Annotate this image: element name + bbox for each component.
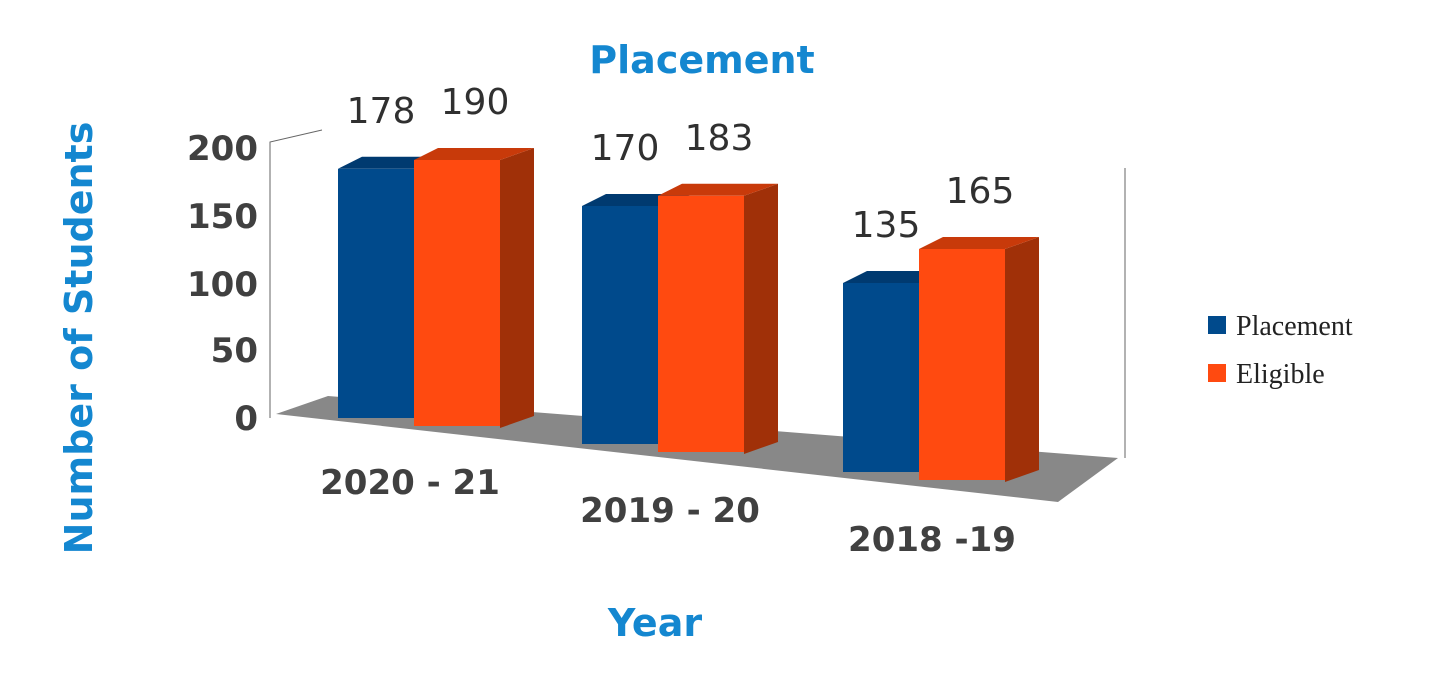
bar-front-face bbox=[658, 195, 744, 453]
data-label: 135 bbox=[852, 205, 921, 246]
x-tick-label: 2020 - 21 bbox=[320, 463, 500, 503]
bar-eligible-3 bbox=[919, 237, 1039, 482]
y-tick-label: 50 bbox=[211, 331, 258, 371]
legend-swatch-eligible bbox=[1208, 364, 1226, 382]
legend-swatch-placement bbox=[1208, 316, 1226, 334]
bars bbox=[338, 148, 1039, 482]
bar-side-face bbox=[500, 148, 534, 428]
data-label: 165 bbox=[946, 171, 1015, 212]
bar-front-face bbox=[338, 168, 416, 418]
x-tick-label: 2018 -19 bbox=[848, 520, 1016, 560]
bar-top-face bbox=[658, 183, 778, 196]
bar-front-face bbox=[843, 283, 921, 472]
legend: Placement Eligible bbox=[1208, 311, 1353, 390]
bar-front-face bbox=[582, 206, 660, 444]
y-tick-label: 100 bbox=[187, 265, 258, 305]
y-tick-label: 0 bbox=[234, 399, 258, 439]
bar-placement-3 bbox=[843, 271, 955, 472]
data-label: 190 bbox=[441, 82, 510, 123]
data-label: 170 bbox=[591, 128, 660, 169]
bar-side-face bbox=[744, 183, 778, 455]
bar-eligible-2 bbox=[658, 183, 778, 455]
bar-side-face bbox=[1005, 237, 1039, 482]
x-axis-title: Year bbox=[607, 601, 702, 645]
data-labels: 178 190 170 183 135 165 bbox=[347, 82, 1015, 246]
bar-front-face bbox=[919, 249, 1005, 480]
y-tick-label: 200 bbox=[187, 129, 258, 169]
bar-eligible-1 bbox=[414, 148, 534, 428]
bar-top-face bbox=[919, 237, 1039, 249]
y-tick-label: 150 bbox=[187, 197, 258, 237]
y-axis-title: Number of Students bbox=[57, 122, 101, 555]
bar-top-face bbox=[414, 148, 534, 160]
data-label: 183 bbox=[685, 118, 754, 159]
legend-label-placement: Placement bbox=[1236, 311, 1353, 342]
chart-title: Placement bbox=[589, 38, 814, 82]
back-wall-left bbox=[269, 129, 323, 418]
legend-label-eligible: Eligible bbox=[1236, 359, 1325, 390]
x-tick-label: 2019 - 20 bbox=[580, 491, 760, 531]
data-label: 178 bbox=[347, 91, 416, 132]
bar-front-face bbox=[414, 160, 500, 426]
